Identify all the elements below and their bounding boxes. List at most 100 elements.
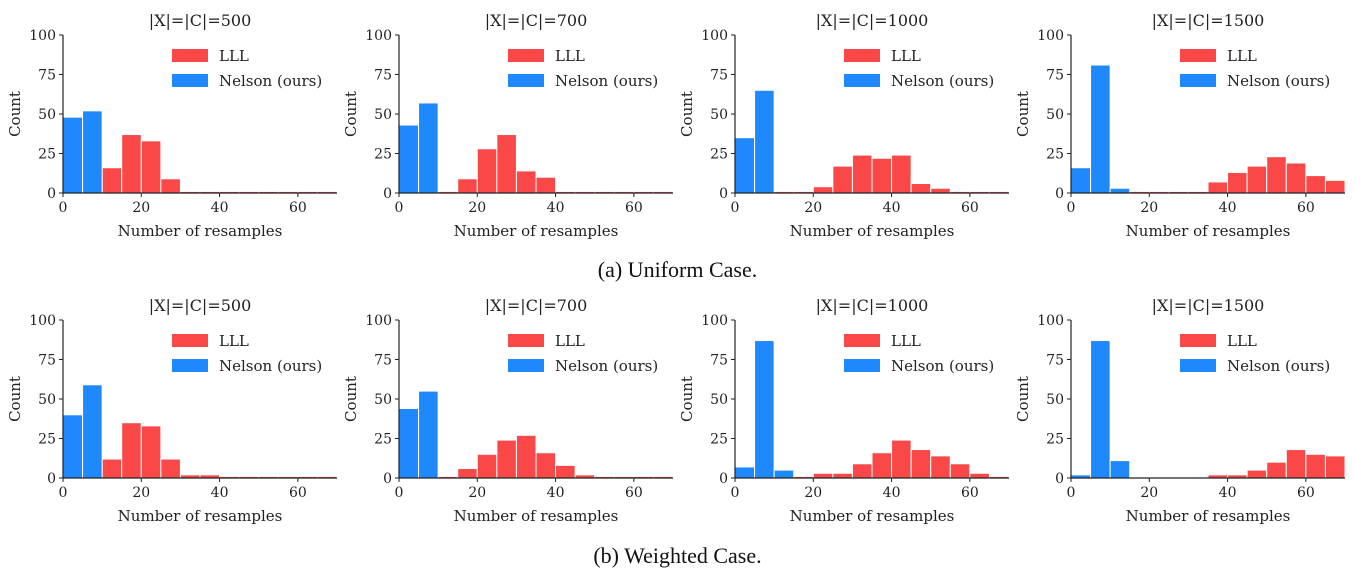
legend-lll-label: LLL [555, 47, 585, 65]
y-tick-label: 100 [365, 313, 392, 329]
y-tick-label: 50 [1046, 107, 1064, 123]
x-tick-label: 40 [547, 485, 565, 501]
lll-bar [1246, 165, 1268, 194]
panel-title: |X|=|C|=700 [485, 296, 588, 315]
x-tick-label: 0 [731, 200, 740, 216]
lll-bar [160, 458, 181, 479]
x-tick-label: 20 [468, 485, 486, 501]
y-tick-label: 50 [1046, 392, 1064, 408]
y-tick-label: 75 [1046, 68, 1064, 84]
y-tick-label: 25 [38, 147, 56, 163]
y-axis-label: Count [6, 91, 24, 137]
y-tick-label: 100 [365, 28, 392, 44]
legend-nelson-label: Nelson (ours) [1227, 72, 1330, 90]
lll-bar [1324, 179, 1346, 194]
lll-bar [930, 455, 951, 479]
y-tick-label: 75 [710, 353, 728, 369]
nelson-bar [398, 407, 420, 479]
legend-nelson-label: Nelson (ours) [219, 72, 322, 90]
lll-bar [1266, 156, 1287, 194]
nelson-bar [398, 124, 420, 194]
panel-title: |X|=|C|=1500 [1152, 11, 1265, 30]
x-axis-label: Number of resamples [454, 507, 619, 525]
x-axis-label: Number of resamples [790, 222, 955, 240]
nelson-bar [1109, 460, 1131, 479]
lll-bar [515, 434, 537, 479]
legend-lll-label: LLL [1227, 332, 1257, 350]
lll-bar [949, 463, 971, 479]
lll-bar [1246, 469, 1268, 479]
lll-bar [1324, 455, 1346, 479]
lll-bar [1266, 461, 1287, 479]
y-tick-label: 75 [38, 68, 56, 84]
x-axis-label: Number of resamples [118, 222, 283, 240]
x-tick-label: 60 [289, 200, 307, 216]
x-tick-label: 0 [59, 200, 68, 216]
x-tick-label: 20 [804, 200, 822, 216]
legend-nelson-swatch [508, 74, 544, 87]
x-tick-label: 40 [1219, 200, 1237, 216]
nelson-bar [418, 102, 439, 194]
lll-bar [160, 178, 181, 194]
panel-title: |X|=|C|=700 [485, 11, 588, 30]
lll-bar [969, 472, 990, 479]
y-tick-label: 75 [1046, 353, 1064, 369]
caption-uniform: (a) Uniform Case. [597, 257, 758, 282]
nelson-bar [773, 469, 795, 479]
x-axis-label: Number of resamples [790, 507, 955, 525]
x-tick-label: 0 [395, 200, 404, 216]
lll-bar [121, 134, 142, 194]
x-tick-label: 40 [883, 485, 901, 501]
lll-bar [891, 439, 912, 479]
lll-bar [812, 186, 834, 194]
lll-bar [140, 425, 162, 479]
legend-nelson-swatch [172, 74, 208, 87]
x-tick-label: 60 [961, 200, 979, 216]
legend-lll-label: LLL [219, 332, 249, 350]
lll-bar [1305, 175, 1326, 194]
nelson-bar [1090, 340, 1111, 479]
x-tick-label: 20 [132, 485, 150, 501]
x-tick-label: 40 [1219, 485, 1237, 501]
lll-bar [496, 439, 517, 479]
legend-lll-swatch [172, 334, 208, 347]
lll-bar [101, 167, 123, 194]
panel-title: |X|=|C|=1000 [816, 11, 929, 30]
y-tick-label: 100 [29, 313, 56, 329]
lll-bar [871, 157, 893, 194]
lll-bar [832, 472, 853, 479]
y-tick-label: 50 [710, 392, 728, 408]
lll-bar [1305, 453, 1326, 479]
y-tick-label: 25 [710, 432, 728, 448]
legend-nelson-label: Nelson (ours) [555, 72, 658, 90]
y-tick-label: 25 [374, 147, 392, 163]
legend-nelson-swatch [1180, 74, 1216, 87]
panel-title: |X|=|C|=500 [149, 11, 252, 30]
legend-nelson-swatch [844, 74, 880, 87]
x-tick-label: 0 [1067, 200, 1076, 216]
lll-bar [832, 165, 853, 194]
lll-bar [457, 468, 478, 479]
lll-bar [121, 422, 142, 479]
legend-lll-swatch [508, 334, 544, 347]
lll-bar [535, 176, 557, 194]
y-tick-label: 50 [710, 107, 728, 123]
y-tick-label: 0 [47, 471, 56, 487]
y-tick-label: 100 [29, 28, 56, 44]
x-tick-label: 0 [59, 485, 68, 501]
lll-bar [476, 148, 498, 194]
legend-nelson-label: Nelson (ours) [555, 357, 658, 375]
x-axis-label: Number of resamples [1126, 222, 1291, 240]
histogram-panel: 0 25 50 75 100 0 20 40 60 |X|=|C|=500 Number of re… [6, 296, 338, 525]
nelson-bar [734, 466, 756, 479]
x-tick-label: 20 [1140, 200, 1158, 216]
histogram-panel: 0 25 50 75 100 0 20 40 60 |X|=|C|=1500 Number of r… [1014, 11, 1346, 240]
legend-lll-swatch [844, 49, 880, 62]
histogram-panel: 0 25 50 75 100 0 20 40 60 |X|=|C|=1500 Number of r… [1014, 296, 1346, 525]
y-tick-label: 25 [710, 147, 728, 163]
nelson-bar [1090, 64, 1111, 194]
y-axis-label: Count [678, 91, 696, 137]
x-tick-label: 60 [961, 485, 979, 501]
y-tick-label: 50 [374, 392, 392, 408]
lll-bar [851, 154, 873, 194]
